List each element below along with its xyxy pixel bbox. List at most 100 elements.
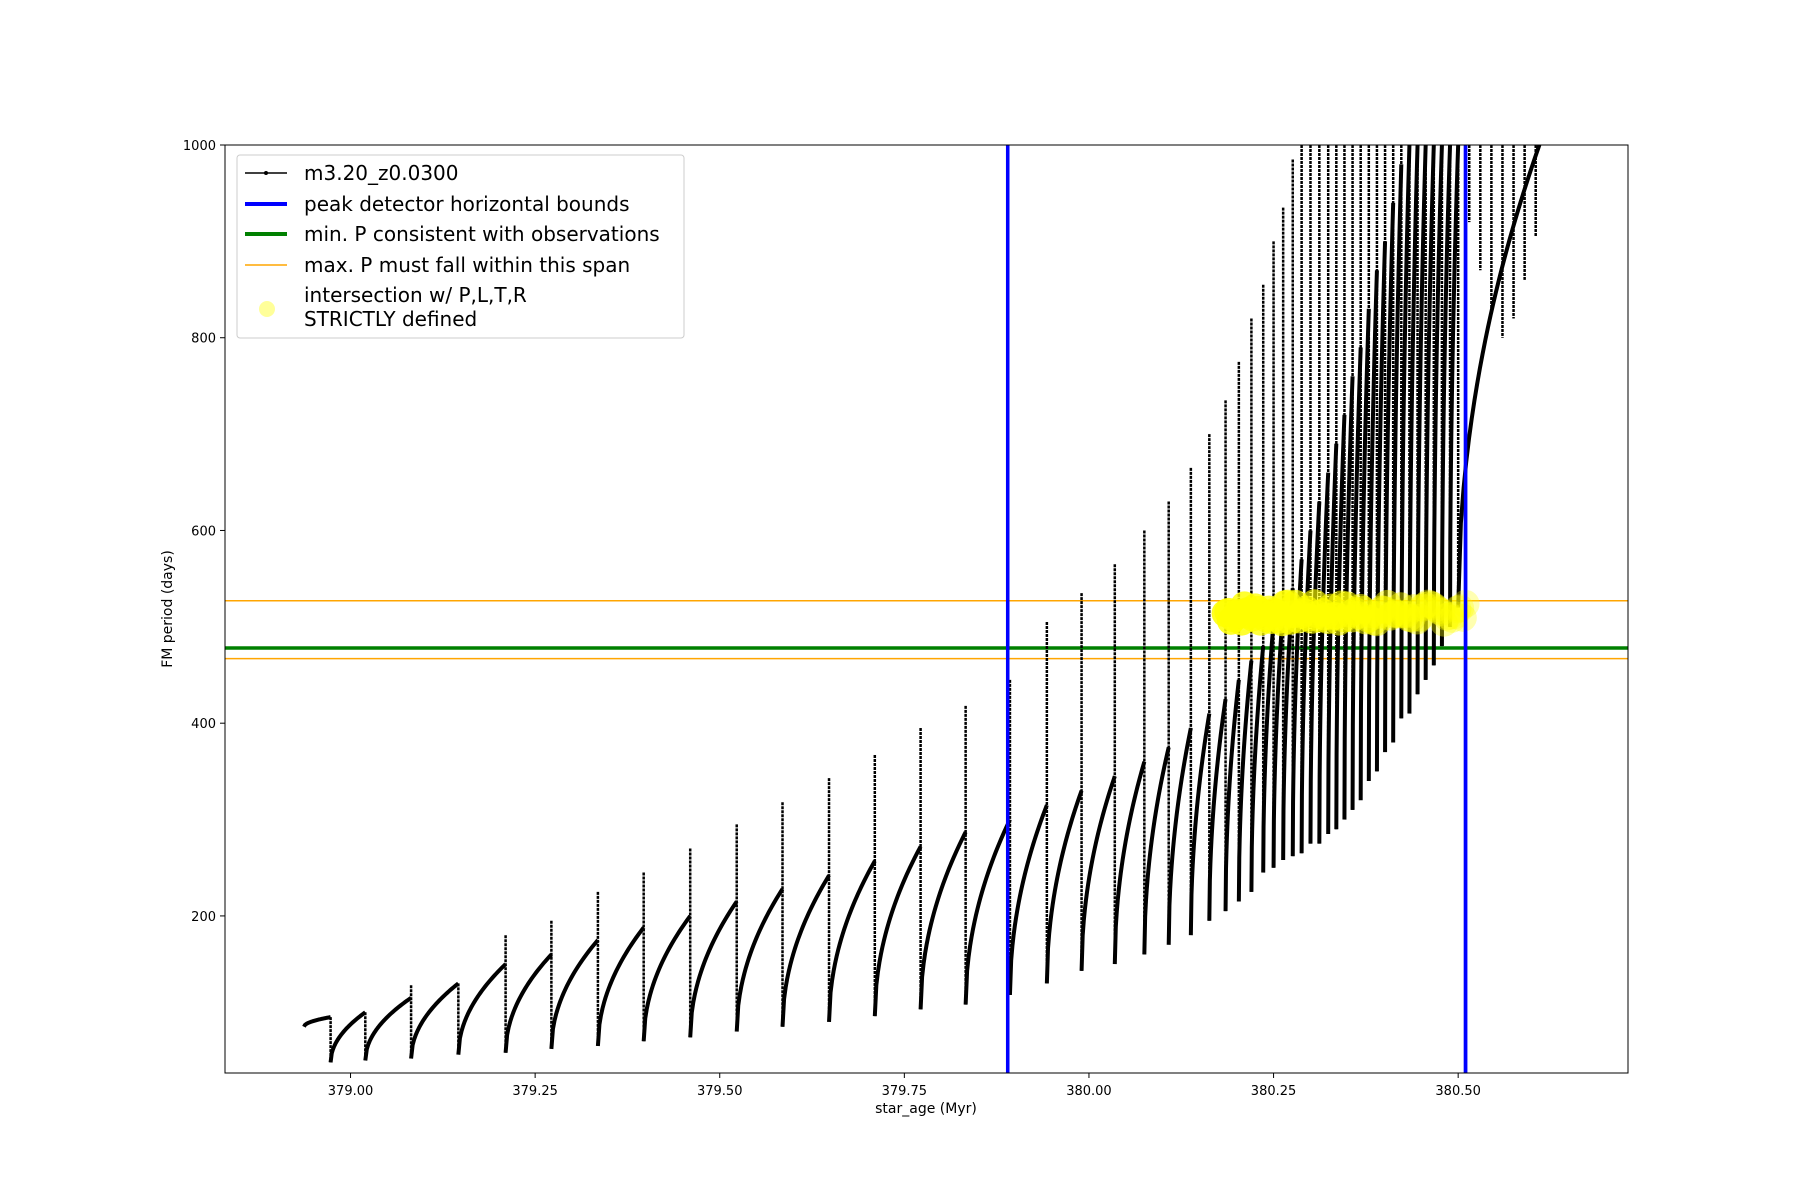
y-tick-label: 400	[191, 717, 216, 732]
series-pulse	[328, 1010, 367, 1063]
series-pulse	[1383, 202, 1396, 753]
series-pulse	[1374, 241, 1388, 772]
intersection-point	[1416, 590, 1445, 619]
series-pulse	[1439, 145, 1453, 647]
series-pulse	[1166, 727, 1193, 945]
series-pulse	[734, 887, 785, 1032]
y-tick-label: 800	[191, 332, 216, 347]
plot-frame	[224, 144, 1629, 1074]
series-pulse	[1261, 621, 1276, 873]
series-pulse	[1207, 698, 1228, 921]
series-pulse	[1448, 145, 1461, 627]
series-layer	[302, 145, 1542, 1063]
x-axis: 379.00 379.25 379.50 379.75 380.00 380.25 380.…	[328, 1073, 1481, 1099]
legend-label: m3.20_z0.0300	[304, 161, 459, 185]
intersection-point	[1381, 599, 1410, 628]
intersection-point	[1421, 594, 1450, 623]
intersection-point	[1397, 604, 1426, 633]
intersection-point	[1411, 591, 1440, 620]
series-pulse	[1249, 645, 1266, 892]
intersection-point	[1370, 596, 1399, 625]
x-axis-label: star_age (Myr)	[875, 1101, 977, 1117]
series-pulse	[872, 845, 923, 1017]
series-pulse	[595, 926, 646, 1047]
series-pulse	[1423, 145, 1436, 680]
intersection-point	[1378, 600, 1407, 629]
series-pulse	[1236, 660, 1254, 902]
series-pulse	[1326, 443, 1339, 835]
legend-label: min. P consistent with observations	[304, 222, 660, 246]
series-pulse	[918, 831, 968, 1010]
legend-box	[236, 154, 685, 339]
series-pulse	[549, 938, 600, 1050]
intersection-point	[1413, 589, 1442, 618]
series-pulse	[1290, 559, 1304, 857]
series-pulse	[456, 962, 507, 1055]
intersection-point	[1389, 600, 1418, 629]
intersection-point	[1405, 603, 1434, 632]
series-pulse	[1112, 761, 1147, 965]
intersection-point	[1376, 602, 1405, 631]
intersection-point	[1394, 603, 1423, 632]
intersection-point	[1419, 591, 1448, 620]
series-pulse	[1317, 472, 1331, 844]
series-pulse	[827, 860, 877, 1023]
x-tick-label: 380.00	[1066, 1084, 1112, 1099]
intersection-point	[1365, 600, 1394, 629]
x-tick-label: 379.00	[328, 1084, 374, 1099]
series-pulse	[1044, 789, 1084, 984]
intersection-point	[1448, 603, 1477, 632]
intersection-point	[1384, 600, 1413, 629]
intersection-point	[1424, 596, 1453, 625]
series-pulse	[1407, 145, 1420, 714]
series-pulse	[641, 914, 692, 1042]
intersection-point	[1373, 589, 1402, 618]
series-pulse	[1366, 270, 1379, 782]
intersection-point	[1386, 592, 1415, 621]
intersection-point	[1432, 602, 1461, 631]
x-tick-label: 380.25	[1251, 1084, 1297, 1099]
legend-label: STRICTLY defined	[304, 307, 477, 331]
y-tick-label: 600	[191, 524, 216, 539]
series-pulse	[1334, 414, 1347, 830]
y-tick-label: 1000	[183, 139, 216, 154]
y-axis: 200 400 600 800 1000	[183, 139, 225, 925]
x-tick-label: 379.50	[697, 1084, 743, 1099]
series-pulse	[1399, 145, 1412, 719]
series-pulse	[1188, 713, 1212, 936]
legend-label: intersection w/ P,L,T,R	[304, 283, 527, 307]
series-pulse	[1079, 775, 1117, 971]
legend-label: max. P must fall within this span	[304, 253, 630, 277]
x-tick-label: 379.25	[512, 1084, 558, 1099]
intersection-point	[1438, 604, 1467, 633]
legend-label: peak detector horizontal bounds	[304, 192, 630, 216]
intersection-point	[1408, 593, 1437, 622]
series-pulse	[780, 874, 831, 1027]
intersection-point	[1440, 601, 1469, 630]
legend-marker	[259, 301, 275, 317]
intersection-point	[1427, 597, 1456, 626]
series-pulse	[1342, 376, 1355, 820]
series-pulse	[688, 900, 739, 1038]
series-pulse	[1391, 164, 1404, 743]
intersection-layer	[1005, 145, 1480, 1073]
series-pulse	[1142, 746, 1171, 955]
series-pulse	[1223, 679, 1241, 912]
series-pulse	[302, 1015, 332, 1028]
x-tick-label: 379.75	[882, 1084, 928, 1099]
x-tick-label: 380.50	[1435, 1084, 1481, 1099]
series-pulse	[503, 953, 553, 1053]
intersection-point	[1367, 595, 1396, 624]
legend-marker	[264, 171, 268, 175]
intersection-point	[1429, 608, 1458, 637]
intersection-point	[1403, 606, 1432, 635]
series-pulse	[1415, 145, 1428, 695]
intersection-point	[1400, 594, 1429, 623]
intersection-point	[1435, 601, 1464, 630]
series-pulse	[1431, 145, 1444, 666]
series-pulse	[409, 981, 460, 1059]
series-pulse	[963, 818, 1012, 1005]
